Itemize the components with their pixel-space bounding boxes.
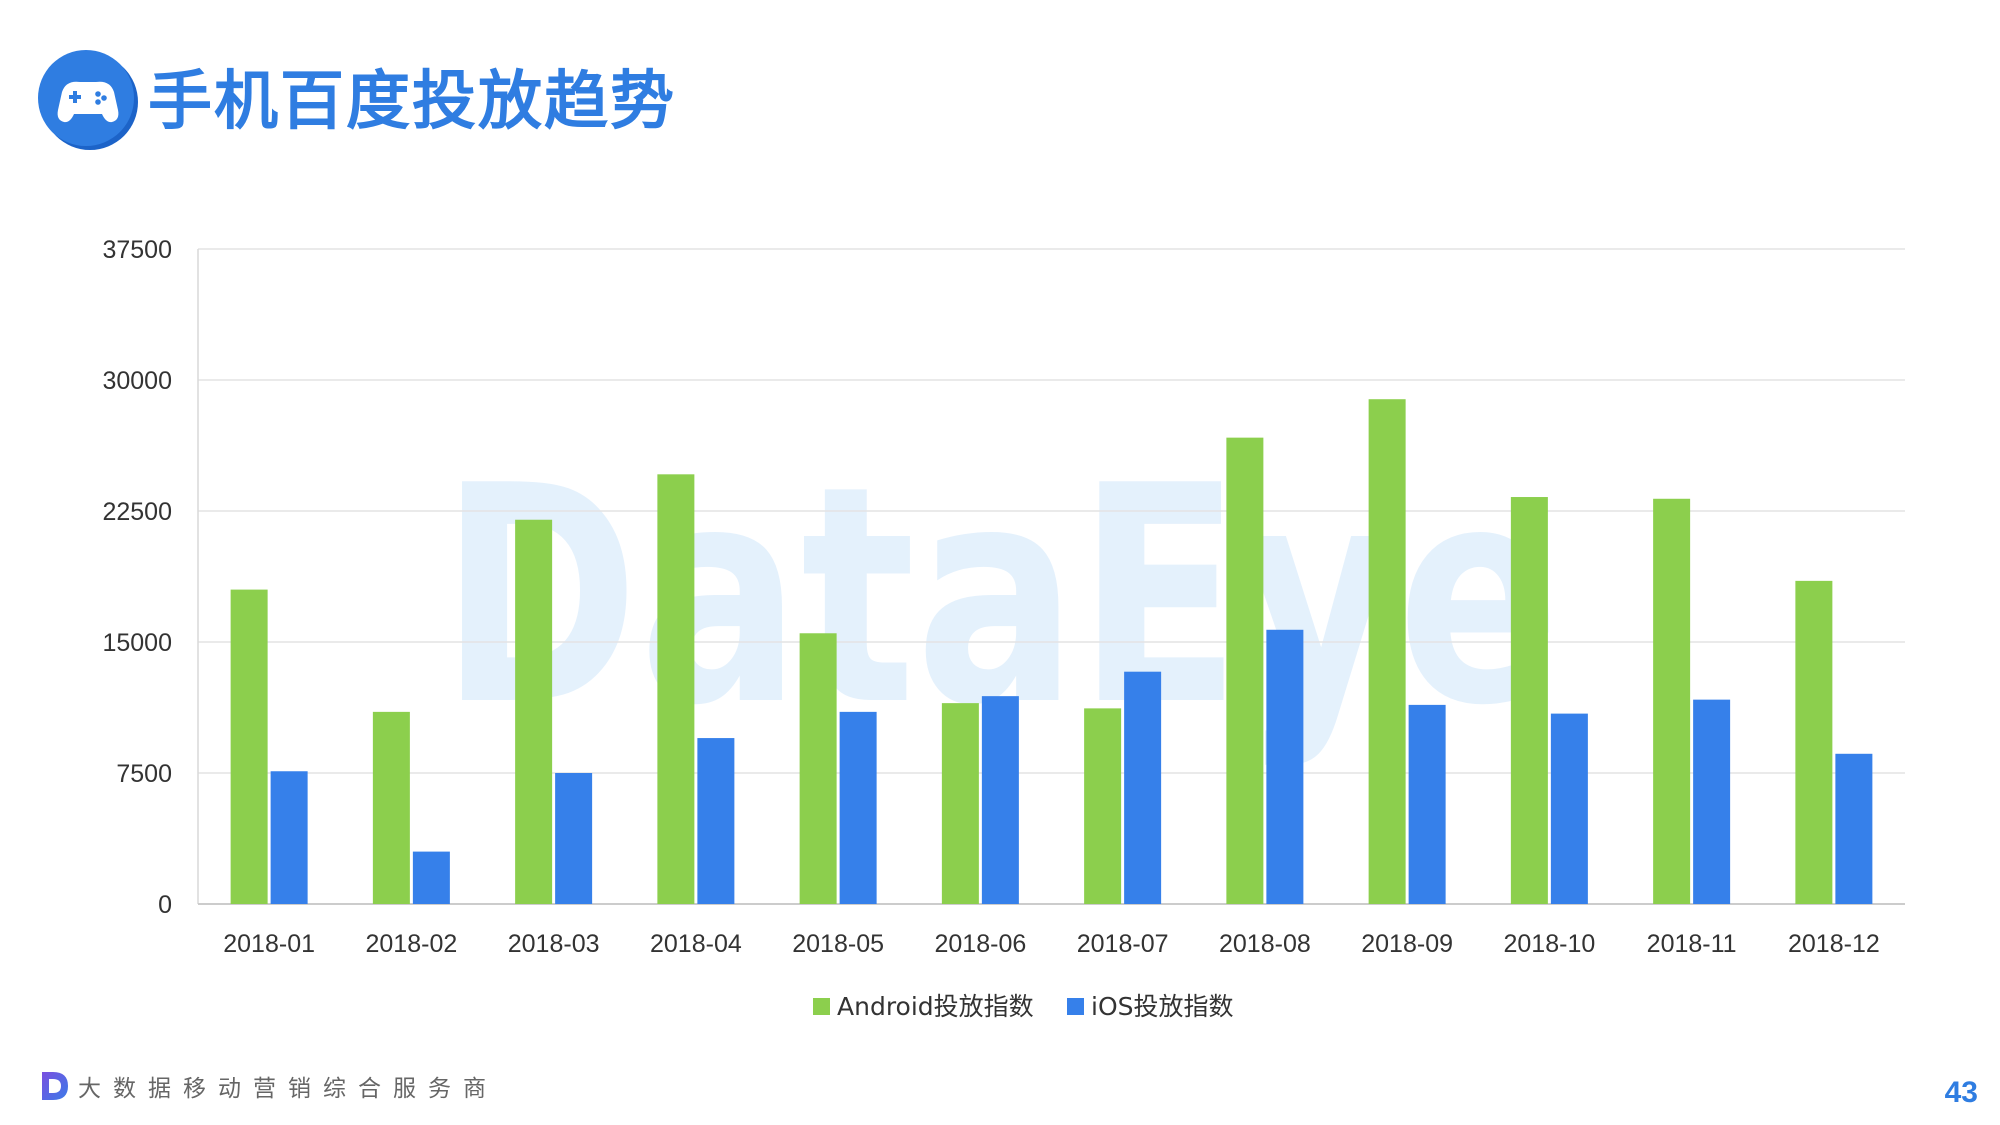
y-tick-label: 37500 bbox=[102, 236, 172, 264]
ios-bar-2018-04 bbox=[697, 738, 735, 904]
ios-bar-2018-08 bbox=[1266, 629, 1304, 904]
legend: Android投放指数 iOS投放指数 bbox=[813, 992, 1234, 1021]
legend-label-1: iOS投放指数 bbox=[1091, 992, 1234, 1021]
y-tick-label: 30000 bbox=[102, 367, 172, 395]
ios-bar-2018-10 bbox=[1550, 713, 1588, 904]
ios-bar-2018-09 bbox=[1408, 704, 1446, 904]
x-tick-label: 2018-04 bbox=[650, 930, 742, 958]
x-tick-label: 2018-01 bbox=[223, 930, 315, 958]
android-bar-2018-07 bbox=[1084, 708, 1122, 904]
page-title: 手机百度投放趋势 bbox=[148, 65, 676, 139]
footer: 大数据移动营销综合服务商 bbox=[40, 1068, 498, 1104]
ios-bar-2018-03 bbox=[555, 773, 593, 904]
legend-swatch-1 bbox=[1067, 998, 1084, 1015]
bars bbox=[230, 399, 1873, 904]
y-tick-label: 22500 bbox=[102, 498, 172, 526]
grid-lines bbox=[197, 248, 1905, 905]
x-tick-label: 2018-08 bbox=[1219, 930, 1311, 958]
x-axis-ticks: 2018-01 2018-02 2018-03 2018-04 2018-05 2018-… bbox=[223, 930, 1880, 958]
x-tick-label: 2018-05 bbox=[792, 930, 884, 958]
y-tick-label: 15000 bbox=[102, 629, 172, 657]
ios-bar-2018-06 bbox=[981, 696, 1019, 904]
android-bar-2018-04 bbox=[657, 474, 695, 904]
y-tick-label: 0 bbox=[158, 891, 172, 919]
y-axis-ticks: 0 7500 15000 22500 30000 37500 bbox=[102, 236, 172, 919]
x-tick-label: 2018-09 bbox=[1361, 930, 1453, 958]
x-tick-label: 2018-06 bbox=[935, 930, 1027, 958]
android-bar-2018-11 bbox=[1653, 498, 1691, 904]
x-tick-label: 2018-11 bbox=[1647, 930, 1737, 958]
android-bar-2018-05 bbox=[799, 633, 837, 904]
x-tick-label: 2018-07 bbox=[1077, 930, 1169, 958]
ios-bar-2018-02 bbox=[412, 851, 450, 904]
android-bar-2018-03 bbox=[515, 519, 553, 904]
android-bar-2018-02 bbox=[372, 711, 410, 904]
android-bar-2018-10 bbox=[1510, 497, 1548, 904]
ios-bar-2018-05 bbox=[839, 711, 877, 904]
android-bar-2018-08 bbox=[1226, 437, 1264, 904]
android-bar-2018-09 bbox=[1368, 399, 1406, 904]
gamepad-icon bbox=[38, 50, 138, 150]
ios-bar-2018-07 bbox=[1124, 671, 1162, 904]
ios-bar-2018-12 bbox=[1835, 753, 1873, 904]
x-tick-label: 2018-02 bbox=[366, 930, 458, 958]
x-tick-label: 2018-12 bbox=[1788, 930, 1880, 958]
android-bar-2018-01 bbox=[230, 589, 268, 904]
dataeye-d-logo-icon bbox=[42, 1072, 68, 1100]
ios-bar-2018-11 bbox=[1693, 699, 1731, 904]
footer-tagline: 大数据移动营销综合服务商 bbox=[78, 1076, 498, 1102]
x-tick-label: 2018-10 bbox=[1504, 930, 1596, 958]
android-bar-2018-12 bbox=[1795, 580, 1833, 904]
x-tick-label: 2018-03 bbox=[508, 930, 600, 958]
page-number: 43 bbox=[1944, 1076, 1978, 1109]
legend-label-0: Android投放指数 bbox=[837, 992, 1034, 1021]
y-tick-label: 7500 bbox=[116, 760, 172, 788]
android-bar-2018-06 bbox=[941, 703, 979, 904]
ios-bar-2018-01 bbox=[270, 771, 308, 904]
legend-swatch-0 bbox=[813, 998, 830, 1015]
